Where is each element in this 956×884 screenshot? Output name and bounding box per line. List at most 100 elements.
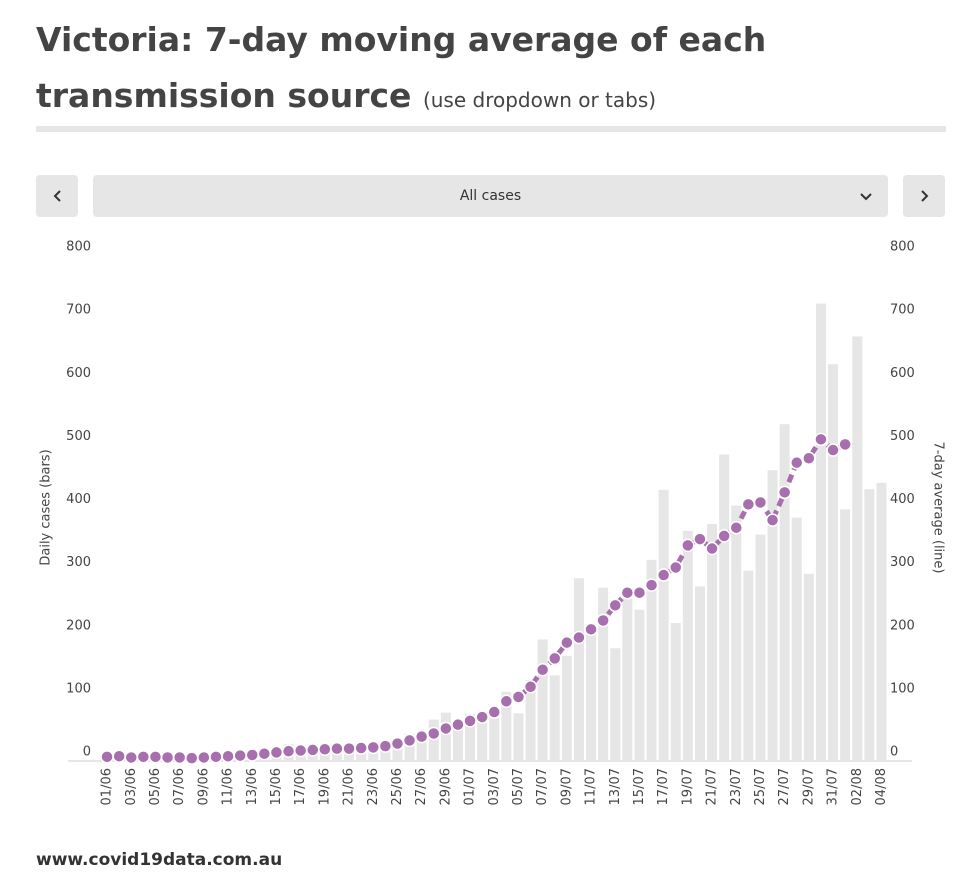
line-point bbox=[644, 578, 659, 592]
bar bbox=[465, 713, 476, 760]
line-point bbox=[124, 750, 138, 765]
line-point bbox=[826, 443, 840, 457]
x-tick-label: 04/08 bbox=[874, 768, 889, 805]
bar bbox=[598, 587, 609, 760]
bar bbox=[840, 509, 851, 760]
footer: www.covid19data.com.au bbox=[36, 850, 283, 870]
x-tick-label: 25/06 bbox=[390, 768, 405, 805]
line-point bbox=[790, 455, 804, 470]
y2-tick-label: 700 bbox=[890, 303, 915, 318]
y-tick-label: 400 bbox=[66, 492, 91, 507]
bar bbox=[477, 711, 488, 760]
bar bbox=[573, 578, 584, 760]
x-tick-label: 15/07 bbox=[632, 768, 647, 805]
line-point bbox=[112, 749, 126, 763]
y2-tick-label: 0 bbox=[890, 745, 898, 760]
divider bbox=[36, 126, 946, 132]
line-point bbox=[656, 568, 671, 582]
line-point bbox=[729, 520, 743, 535]
line-point bbox=[209, 750, 223, 764]
line-point bbox=[136, 750, 151, 764]
bar bbox=[682, 530, 693, 760]
line-point bbox=[160, 750, 175, 765]
line-point bbox=[838, 437, 852, 452]
line-point bbox=[499, 694, 514, 709]
line-point bbox=[390, 736, 405, 751]
dropdown[interactable]: All cases bbox=[93, 175, 888, 217]
prev-icon bbox=[53, 190, 61, 202]
bar bbox=[670, 623, 681, 760]
line-point bbox=[669, 560, 683, 575]
line-point bbox=[548, 651, 562, 666]
bar bbox=[791, 517, 802, 760]
line-point bbox=[608, 598, 622, 613]
chart: 0 100 200 300 400 500 600 700 800 0 100 200 300 400 50… bbox=[39, 240, 946, 806]
x-tick-label: 09/06 bbox=[196, 768, 211, 805]
line-point bbox=[172, 750, 187, 765]
bar bbox=[622, 589, 633, 760]
x-tick-label: 03/06 bbox=[124, 768, 139, 805]
line-point bbox=[681, 538, 695, 553]
bar bbox=[779, 424, 790, 760]
bar bbox=[537, 639, 548, 760]
line-point bbox=[306, 743, 320, 757]
line-point bbox=[523, 680, 538, 694]
x-tick-label: 03/07 bbox=[487, 768, 502, 805]
line-point bbox=[632, 585, 647, 600]
x-tick-label: 07/07 bbox=[535, 768, 550, 805]
line-point bbox=[427, 726, 441, 741]
x-tick-label: 01/06 bbox=[100, 768, 115, 805]
line-point bbox=[354, 741, 368, 755]
x-tick-label: 13/07 bbox=[608, 768, 623, 805]
bar bbox=[561, 655, 572, 760]
line-point bbox=[185, 751, 199, 765]
bar bbox=[525, 679, 536, 760]
line-point bbox=[402, 733, 417, 748]
bar bbox=[646, 559, 657, 760]
x-tick-label: 05/06 bbox=[148, 768, 163, 805]
line-point bbox=[487, 705, 501, 719]
x-tick-label: 02/08 bbox=[850, 768, 865, 805]
line-point bbox=[221, 749, 235, 763]
line-point bbox=[233, 748, 247, 763]
y2-tick-label: 400 bbox=[890, 492, 915, 507]
bar bbox=[707, 523, 718, 760]
next-icon bbox=[921, 190, 929, 202]
x-tick-label: 11/06 bbox=[221, 768, 236, 805]
x-tick-label: 15/06 bbox=[269, 768, 284, 805]
bar bbox=[694, 586, 705, 760]
x-tick-label: 23/06 bbox=[366, 768, 381, 805]
y2-tick-label: 800 bbox=[890, 240, 915, 255]
y2-tick-label: 300 bbox=[890, 555, 915, 570]
line-point bbox=[100, 750, 114, 764]
chart-subtitle: (use dropdown or tabs) bbox=[422, 88, 657, 112]
x-tick-label: 27/07 bbox=[777, 768, 792, 805]
line-point bbox=[705, 541, 719, 556]
line-point bbox=[741, 497, 756, 512]
prev-button[interactable] bbox=[36, 175, 78, 217]
bar bbox=[586, 623, 597, 760]
bar bbox=[731, 505, 742, 760]
x-tick-label: 31/07 bbox=[826, 768, 841, 805]
next-button[interactable] bbox=[903, 175, 945, 217]
line-point bbox=[535, 662, 550, 677]
bar bbox=[828, 364, 839, 760]
x-tick-label: 07/06 bbox=[172, 768, 187, 805]
y2-tick-label: 500 bbox=[890, 429, 915, 444]
bar bbox=[634, 609, 645, 760]
x-tick-label: 23/07 bbox=[729, 768, 744, 805]
x-tick-label: 11/07 bbox=[584, 768, 599, 805]
bar bbox=[767, 470, 778, 760]
dropdown-icon bbox=[860, 193, 872, 201]
line-point bbox=[439, 721, 453, 736]
dropdown-label: All cases bbox=[459, 188, 522, 204]
line-point bbox=[148, 750, 163, 764]
x-tick-label: 19/07 bbox=[680, 768, 695, 805]
bar bbox=[501, 691, 512, 760]
y-tick-label: 100 bbox=[66, 681, 91, 696]
line-point bbox=[693, 532, 707, 546]
line-point bbox=[777, 485, 792, 500]
line-point bbox=[257, 746, 272, 761]
x-tick-label: 05/07 bbox=[511, 768, 526, 805]
